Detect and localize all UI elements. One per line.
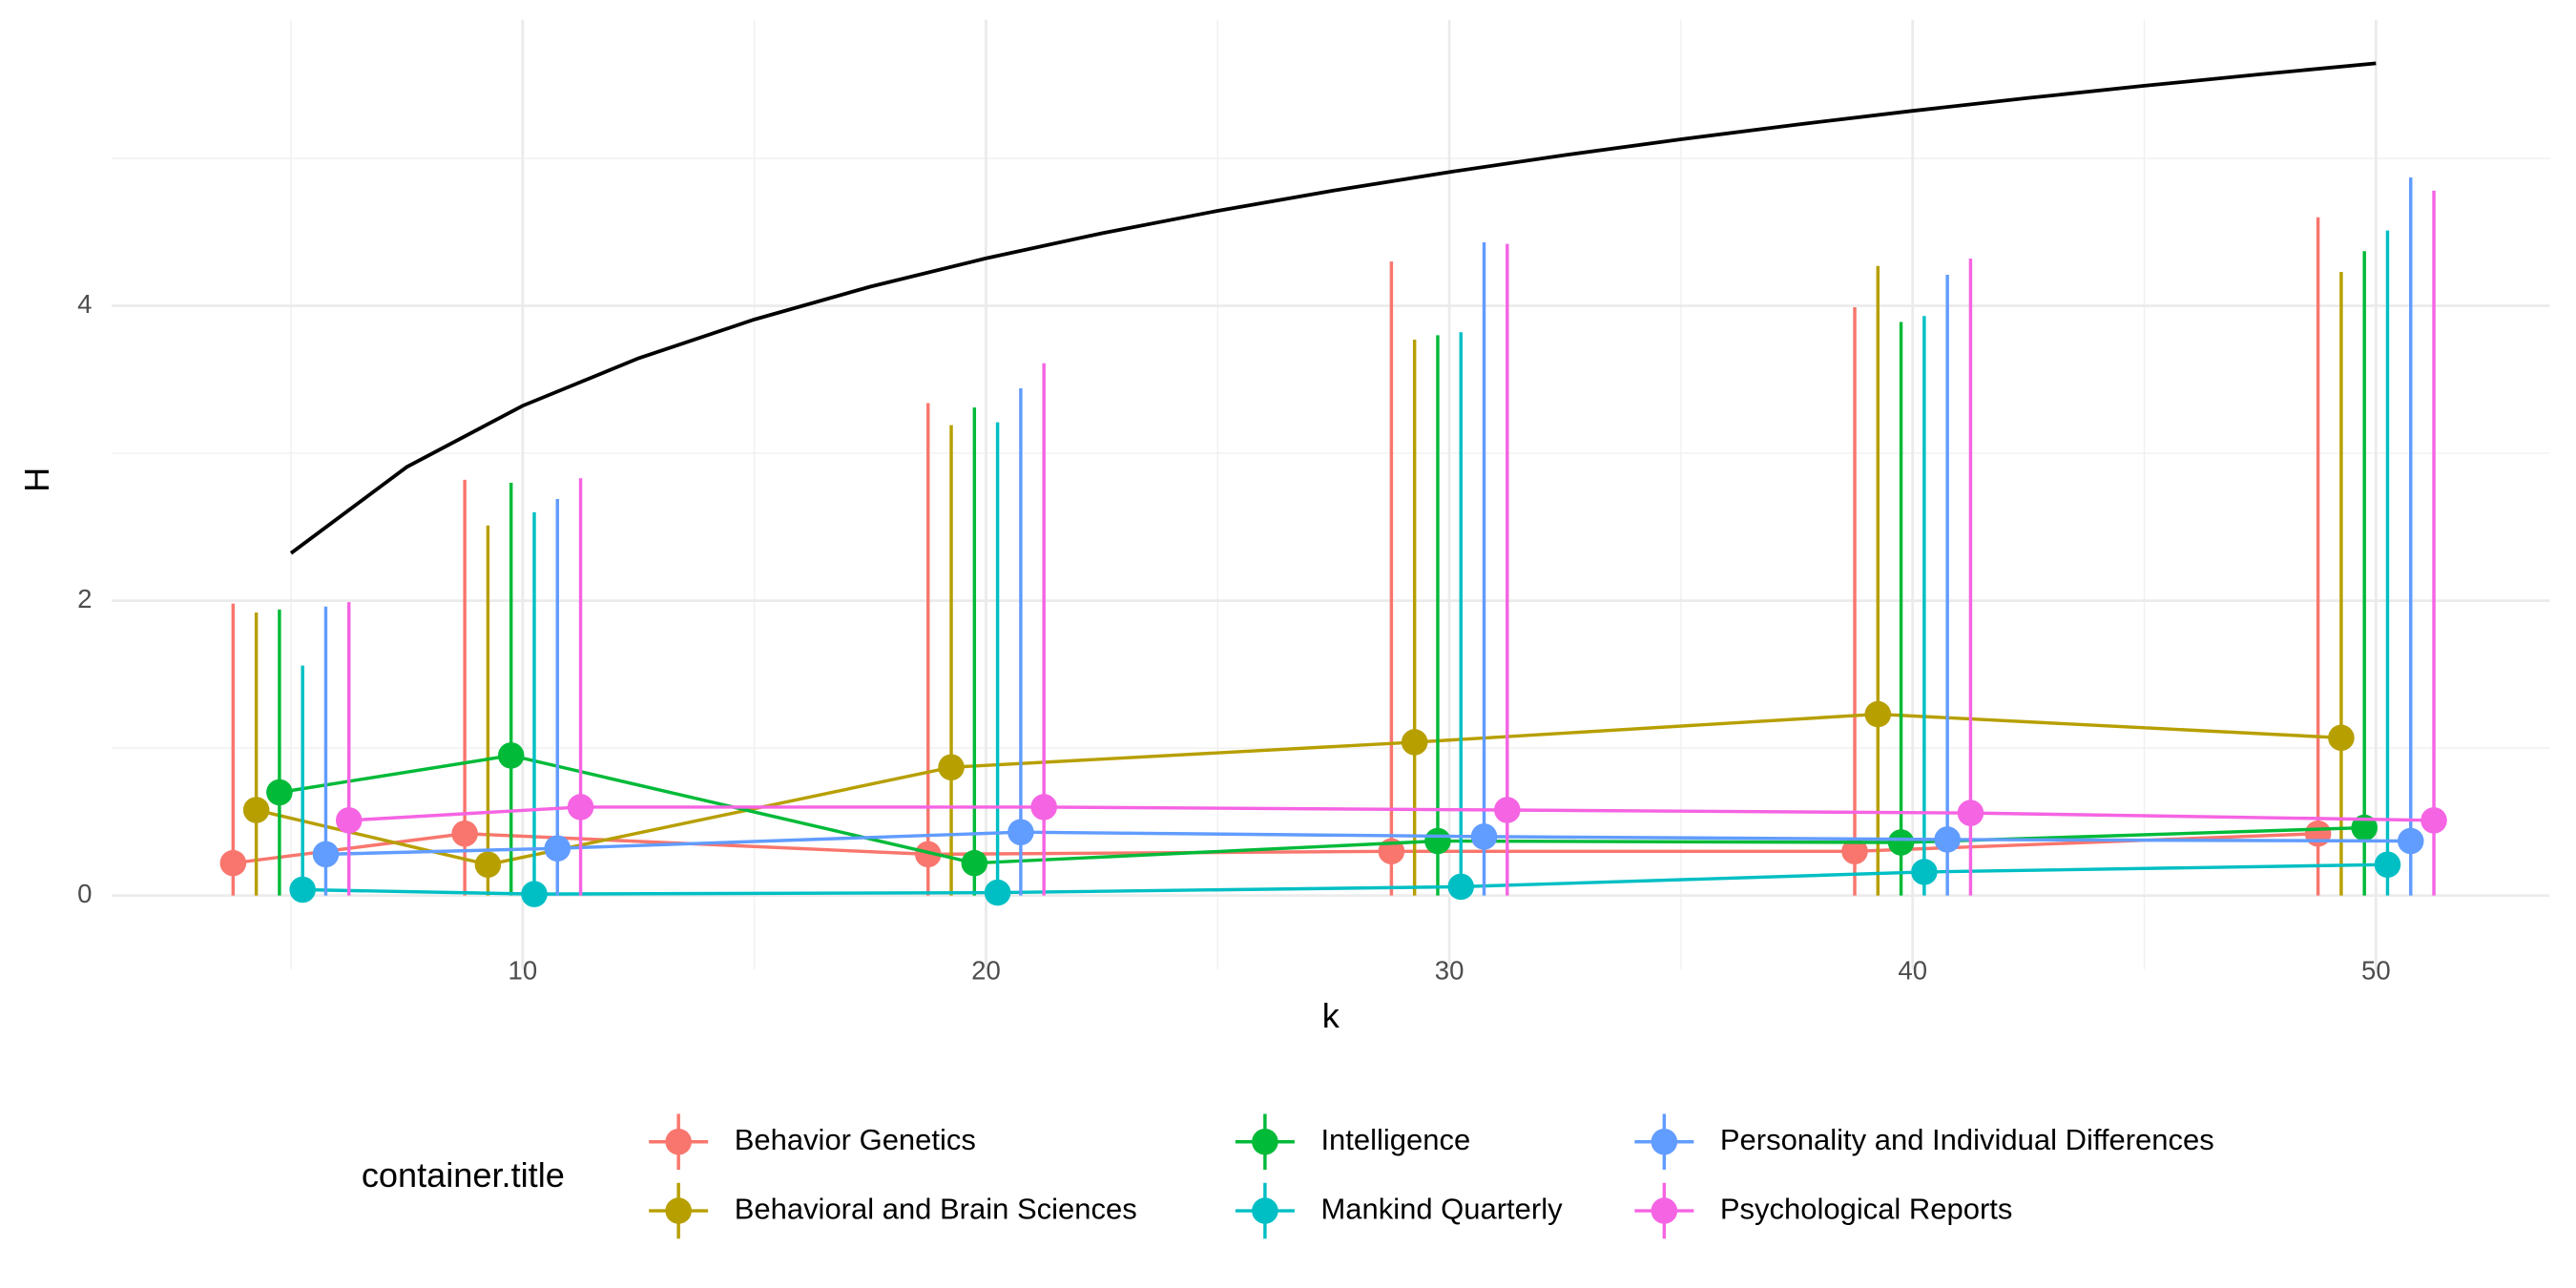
point xyxy=(497,742,525,769)
point xyxy=(984,879,1011,906)
legend-label: Personality and Individual Differences xyxy=(1720,1123,2214,1156)
x-tick-label: 30 xyxy=(1435,956,1465,986)
point xyxy=(266,779,293,806)
point xyxy=(2420,807,2447,834)
point xyxy=(335,807,363,834)
y-tick-label: 0 xyxy=(77,879,92,908)
legend-key-point xyxy=(665,1128,692,1155)
point xyxy=(289,876,316,904)
point xyxy=(219,849,247,877)
point xyxy=(1447,873,1475,901)
point xyxy=(2374,851,2401,878)
legend-label: Behavioral and Brain Sciences xyxy=(735,1192,1137,1225)
legend-key-point xyxy=(1252,1128,1278,1155)
point xyxy=(1424,827,1451,855)
point xyxy=(567,794,594,821)
point xyxy=(451,820,478,847)
point xyxy=(1864,700,1892,728)
legend-label: Mankind Quarterly xyxy=(1320,1192,1563,1225)
legend-label: Intelligence xyxy=(1320,1123,1470,1156)
point xyxy=(1911,859,1938,885)
x-tick-label: 50 xyxy=(2361,956,2391,986)
point xyxy=(1934,826,1961,853)
y-tick-label: 2 xyxy=(77,584,92,613)
legend-key-point xyxy=(1252,1197,1278,1224)
series-line xyxy=(302,862,2388,896)
x-tick-label: 10 xyxy=(509,956,538,986)
point xyxy=(521,881,548,907)
series-line xyxy=(348,805,2435,822)
point xyxy=(1030,794,1057,821)
point xyxy=(2304,820,2332,847)
point xyxy=(1957,800,1984,826)
point xyxy=(1470,823,1498,850)
point xyxy=(1401,729,1428,756)
point xyxy=(1887,829,1915,856)
legend-title: container.title xyxy=(362,1155,565,1195)
reference-curve xyxy=(289,61,2377,555)
legend-label: Behavior Genetics xyxy=(735,1123,976,1156)
x-axis-title: k xyxy=(1322,996,1340,1035)
legend-label: Psychological Reports xyxy=(1720,1192,2013,1225)
series-line xyxy=(325,830,2411,857)
x-tick-label: 20 xyxy=(971,956,1001,986)
point xyxy=(1494,797,1521,823)
legend-key-point xyxy=(665,1197,692,1224)
point xyxy=(544,835,571,862)
x-tick-label: 40 xyxy=(1898,956,1927,986)
y-tick-label: 4 xyxy=(77,289,92,319)
point xyxy=(474,851,502,878)
point xyxy=(914,841,942,868)
point xyxy=(312,841,340,868)
point xyxy=(938,754,965,780)
point xyxy=(1008,819,1034,845)
series-line xyxy=(256,712,2342,866)
point xyxy=(2397,827,2424,855)
legend-key-point xyxy=(1651,1197,1678,1224)
point xyxy=(2328,724,2355,752)
point xyxy=(2351,814,2378,841)
point xyxy=(961,849,988,877)
y-axis-title: H xyxy=(17,467,56,492)
point xyxy=(242,797,270,823)
legend-key-point xyxy=(1651,1128,1678,1155)
point xyxy=(1841,838,1868,865)
